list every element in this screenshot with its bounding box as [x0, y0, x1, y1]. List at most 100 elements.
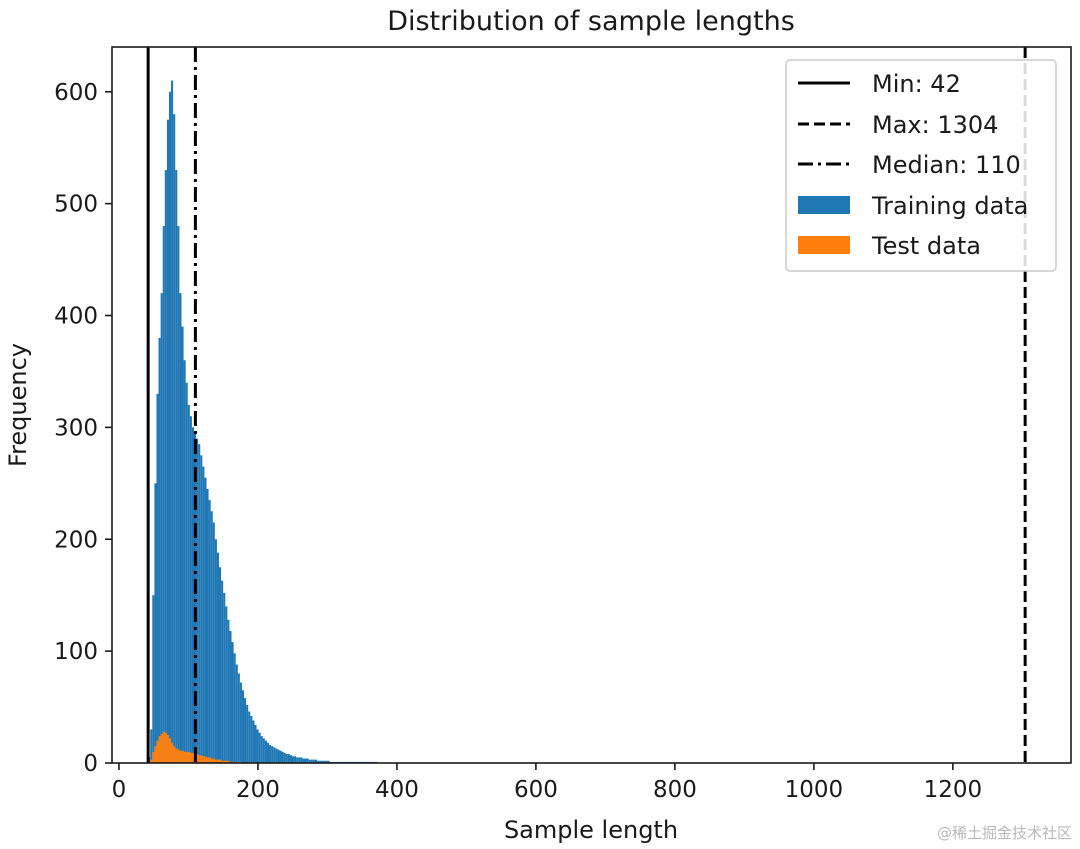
histogram-bar [298, 757, 301, 763]
histogram-bar [210, 511, 213, 763]
histogram-bar [152, 751, 155, 763]
histogram-bar [214, 539, 217, 763]
histogram-bar [171, 80, 174, 763]
series-0-bars [148, 80, 378, 764]
y-tick-label: 100 [54, 639, 98, 665]
histogram-bar [185, 751, 188, 763]
histogram-bar [277, 749, 280, 763]
histogram-bar [229, 630, 232, 763]
histogram-bar [321, 760, 324, 763]
histogram-bar [317, 760, 320, 763]
y-tick-label: 0 [83, 751, 98, 777]
histogram-bar [223, 760, 226, 763]
histogram-bar [246, 704, 249, 763]
histogram-bar [210, 758, 213, 763]
histogram-bar [166, 735, 169, 763]
legend-training-swatch [798, 196, 850, 214]
histogram-bar [291, 756, 295, 763]
histogram-bar [198, 755, 201, 763]
histogram-bar [206, 488, 209, 763]
histogram-bar [256, 729, 259, 763]
histogram-bar [158, 736, 161, 763]
histogram-bar [158, 337, 161, 764]
histogram-bar [175, 748, 178, 763]
histogram-bar [168, 738, 172, 763]
histogram-bar [235, 664, 238, 763]
histogram-bar [204, 756, 207, 763]
histogram-bar [314, 759, 317, 763]
histogram-bar [258, 732, 261, 763]
histogram-bar [160, 293, 163, 764]
histogram-bar [166, 119, 169, 764]
histogram-bar [164, 732, 167, 763]
histogram-bar [214, 759, 217, 763]
x-tick-label: 1200 [924, 777, 983, 803]
histogram-bar [227, 619, 230, 763]
x-axis: 0 200 400 600 800 1000 1200 [112, 763, 983, 803]
legend-min-label: Min: 42 [872, 70, 961, 98]
legend-test-swatch [798, 236, 850, 254]
histogram-bar [319, 760, 322, 763]
histogram-bar [200, 755, 203, 763]
histogram-bar [183, 360, 186, 763]
x-tick-label: 800 [653, 777, 697, 803]
histogram-bar [198, 444, 201, 763]
watermark-text: @稀土掘金技术社区 [936, 824, 1072, 842]
x-tick-label: 0 [112, 777, 127, 803]
histogram-bar [283, 752, 286, 763]
histogram-bar [310, 759, 313, 763]
histogram-bar [185, 382, 188, 764]
histogram-bar [212, 758, 215, 763]
histogram-bar [179, 750, 182, 763]
histogram-bar [181, 326, 184, 763]
histogram-bar [269, 745, 272, 763]
histogram-bar [160, 733, 163, 763]
histogram-bar [281, 751, 284, 763]
histogram-bar [304, 758, 307, 763]
histogram-bar [173, 746, 176, 763]
histogram-bar [216, 552, 220, 763]
histogram-bar [187, 405, 190, 763]
histogram-bar [227, 760, 230, 763]
histogram-bar [289, 755, 292, 763]
histogram-bar [241, 690, 245, 763]
legend-training-label: Training data [871, 192, 1028, 220]
x-tick-label: 1000 [785, 777, 844, 803]
legend-box [785, 59, 1057, 272]
y-tick-label: 400 [54, 304, 98, 330]
x-tick-label: 600 [514, 777, 558, 803]
histogram-bar [260, 736, 263, 763]
y-tick-label: 200 [54, 527, 98, 553]
histogram-bar [225, 606, 228, 764]
histogram-bar [150, 759, 153, 763]
histogram-bar [173, 114, 176, 764]
histogram-bar [285, 754, 288, 763]
histogram-bar [273, 747, 276, 763]
histogram-bar [196, 438, 199, 763]
histogram-bar [327, 760, 330, 763]
histogram-bar [296, 757, 299, 763]
histogram-bar [325, 760, 328, 763]
histogram-bar [312, 759, 315, 763]
histogram-bar [221, 580, 224, 763]
histogram-bar [306, 758, 309, 763]
histogram-bar [208, 500, 211, 763]
plot-frame [111, 46, 1072, 764]
y-tick-label: 500 [54, 192, 98, 218]
histogram-bar [221, 760, 224, 763]
histogram-bar [225, 760, 228, 763]
histogram-bar [308, 759, 311, 763]
histogram-bar [219, 759, 222, 763]
x-axis-label: Sample length [504, 816, 678, 844]
histogram-bar [171, 742, 174, 763]
histogram-bar [266, 742, 270, 763]
histogram-bar [162, 731, 165, 763]
histogram-bar [191, 427, 194, 764]
histogram-bar [154, 483, 157, 763]
histogram-bar [279, 750, 282, 763]
y-tick-label: 300 [54, 415, 98, 441]
histogram-bar [262, 738, 265, 763]
histogram-bar [219, 567, 222, 763]
histogram-bar [212, 522, 215, 763]
y-axis: 0 100 200 300 400 500 600 [54, 80, 112, 777]
